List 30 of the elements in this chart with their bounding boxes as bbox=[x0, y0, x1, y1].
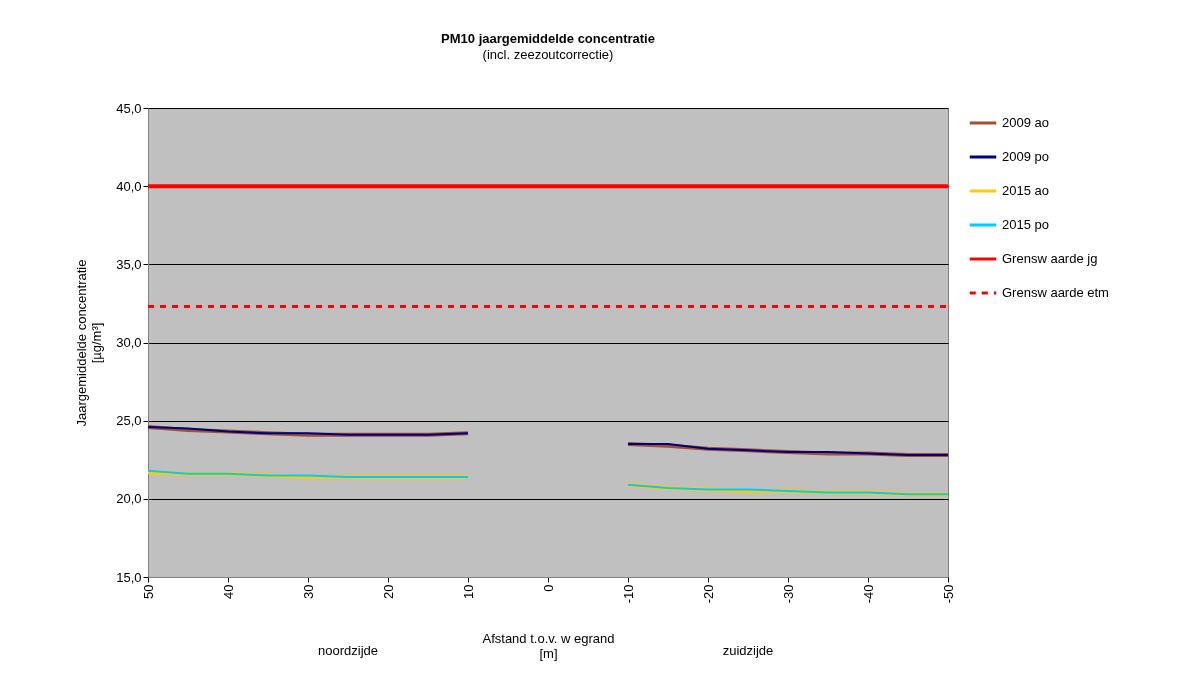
y-tick-label: 25,0 bbox=[116, 413, 142, 429]
legend-label: 2009 ao bbox=[1002, 115, 1049, 130]
legend-label: 2015 ao bbox=[1002, 183, 1049, 198]
x-tick-label: -10 bbox=[620, 584, 636, 604]
x-tick-label: 0 bbox=[540, 584, 556, 592]
x-tick-label: 10 bbox=[460, 584, 476, 599]
x-tick-label: -50 bbox=[940, 584, 956, 604]
y-tick-label: 20,0 bbox=[116, 491, 142, 507]
x-tick-label: 20 bbox=[380, 584, 396, 599]
y-axis-title: Jaargemiddelde concentratie [µg/m³] bbox=[74, 259, 105, 427]
y-tick-label: 30,0 bbox=[116, 335, 142, 350]
x-tick-label: 30 bbox=[300, 584, 316, 599]
text: zuidzijde bbox=[722, 643, 774, 658]
legend-label: Grensw aarde etm bbox=[1002, 285, 1109, 300]
legend-label: Grensw aarde jg bbox=[1002, 251, 1098, 266]
y-tick-label: 45,0 bbox=[116, 100, 142, 116]
x-tick-label: -30 bbox=[780, 584, 796, 604]
legend-label: 2009 po bbox=[1002, 149, 1049, 164]
x-axis-title: Afstand t.o.v. w egrand [m] bbox=[482, 631, 615, 662]
x-tick-label: -40 bbox=[860, 584, 876, 604]
y-tick-label: 35,0 bbox=[116, 256, 142, 272]
chart-title: PM10 jaargemiddelde concentratie bbox=[441, 31, 655, 46]
x-tick-label: 50 bbox=[140, 584, 156, 599]
x-tick-label: -20 bbox=[700, 584, 716, 604]
y-tick-label: 15,0 bbox=[116, 569, 142, 585]
text: noordzijde bbox=[318, 643, 378, 658]
chart-subtitle: (incl. zeezoutcorrectie) bbox=[482, 47, 614, 62]
legend-label: 2015 po bbox=[1002, 217, 1049, 232]
y-tick-label: 40,0 bbox=[116, 178, 142, 194]
x-tick-label: 40 bbox=[220, 584, 236, 599]
